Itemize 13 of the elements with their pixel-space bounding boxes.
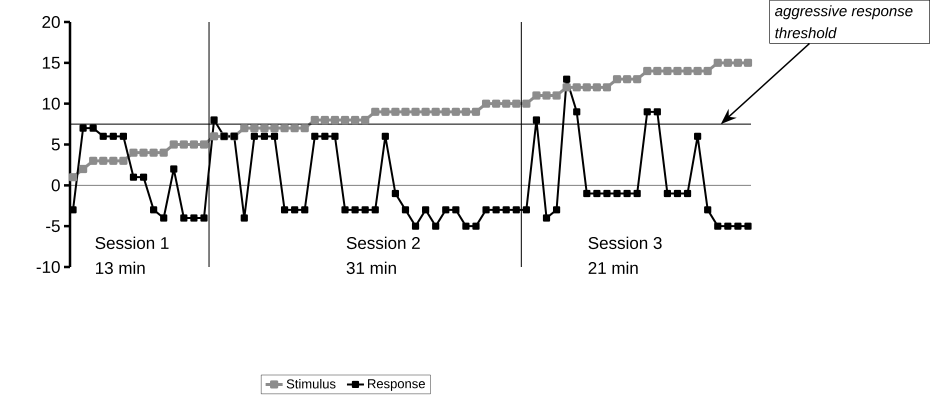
legend-label: Response <box>368 379 425 391</box>
ref-line-label: aggressive response threshold <box>775 5 913 38</box>
y-tick-label: -5 <box>46 220 60 232</box>
y-tick-label: 10 <box>42 98 60 110</box>
y-tick-label: 5 <box>52 138 60 150</box>
y-tick-label: -10 <box>36 260 60 274</box>
y-tick-label: 15 <box>42 56 60 69</box>
y-tick-label: 0 <box>52 179 60 192</box>
y-tick-label: 20 <box>42 16 60 28</box>
legend-label: Stimulus <box>286 378 336 389</box>
annotation: Session 3 21 min <box>588 236 662 274</box>
annotation: Session 1 13 min <box>95 236 169 274</box>
annotation: Session 2 31 min <box>346 236 420 274</box>
